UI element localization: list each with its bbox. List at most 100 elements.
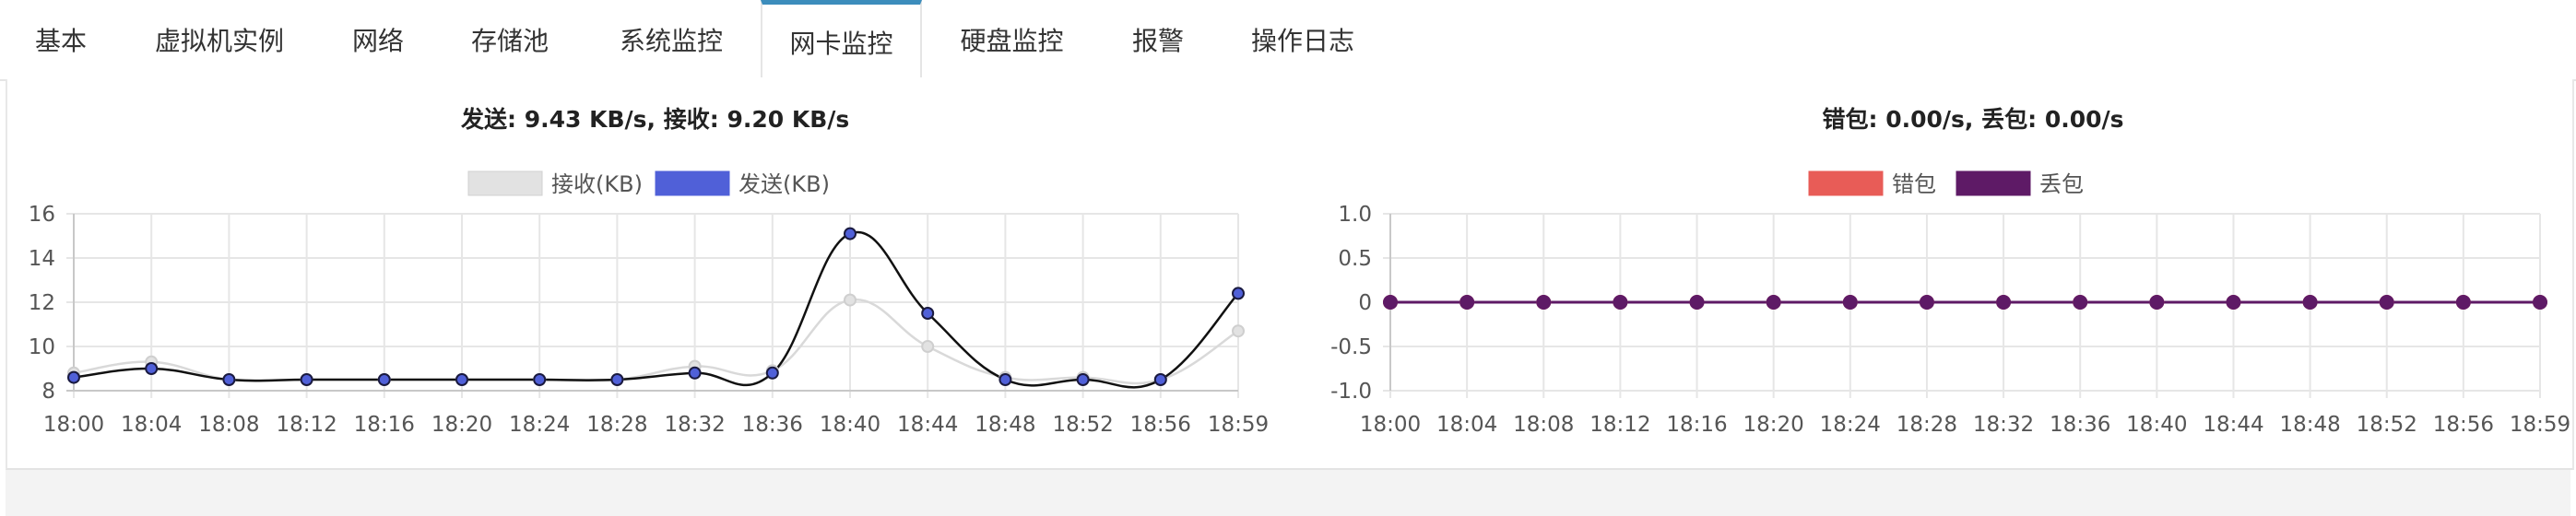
- y-tick-label: 14: [29, 247, 55, 271]
- tab-operation-log[interactable]: 操作日志: [1250, 26, 1354, 56]
- tab-alarm[interactable]: 报警: [1131, 26, 1184, 56]
- data-point: [1996, 295, 2012, 310]
- data-point: [1153, 373, 1167, 386]
- data-point: [2073, 295, 2088, 310]
- separator: ,: [1964, 106, 1974, 133]
- tab-network[interactable]: 网络: [351, 26, 404, 56]
- data-point: [765, 366, 779, 380]
- x-tick-label: 18:16: [354, 413, 415, 437]
- data-point: [2379, 295, 2394, 310]
- x-tick-label: 18:16: [1666, 413, 1727, 437]
- tab-disk-monitor[interactable]: 硬盘监控: [960, 26, 1064, 56]
- drop-label: 丢包:: [1981, 106, 2038, 133]
- data-point: [1383, 295, 1398, 310]
- y-tick-label: 0.5: [1338, 247, 1372, 271]
- data-point: [1232, 287, 1245, 300]
- tab-system-monitor[interactable]: 系统监控: [619, 26, 723, 56]
- data-point: [1689, 295, 1705, 310]
- data-point: [67, 370, 80, 384]
- tab-storage-pool[interactable]: 存储池: [470, 26, 549, 56]
- data-point: [844, 293, 857, 307]
- x-tick-label: 18:28: [1897, 413, 1957, 437]
- x-tick-label: 18:08: [198, 413, 259, 437]
- separator: ,: [646, 106, 656, 133]
- nic-monitor-panel: [6, 79, 2574, 470]
- x-tick-label: 18:40: [2126, 413, 2187, 437]
- x-tick-label: 18:08: [1513, 413, 1574, 437]
- drop-value: 0.00/s: [2044, 106, 2124, 133]
- x-tick-label: 18:28: [586, 413, 647, 437]
- y-tick-label: 10: [29, 335, 55, 359]
- x-tick-label: 18:36: [742, 413, 803, 437]
- legend-swatch: [1956, 170, 2031, 196]
- x-tick-label: 18:20: [431, 413, 492, 437]
- tab-vm-instances[interactable]: 虚拟机实例: [154, 26, 284, 56]
- recv-value: 9.20 KB/s: [727, 106, 850, 133]
- data-point: [610, 373, 624, 386]
- x-tick-label: 18:12: [276, 413, 337, 437]
- send-label: 发送:: [461, 106, 516, 133]
- x-tick-label: 18:44: [897, 413, 958, 437]
- y-tick-label: 0: [1358, 291, 1372, 315]
- x-tick-label: 18:12: [1589, 413, 1650, 437]
- data-point: [2455, 295, 2471, 310]
- x-tick-label: 18:32: [1973, 413, 2034, 437]
- data-point: [688, 366, 702, 380]
- legend-label: 丢包: [2039, 171, 2084, 197]
- legend-label: 发送(KB): [739, 171, 830, 197]
- y-tick-label: 12: [29, 291, 55, 315]
- data-point: [1536, 295, 1552, 310]
- x-tick-label: 18:52: [1052, 413, 1113, 437]
- legend-label: 接收(KB): [551, 171, 643, 197]
- data-point: [844, 227, 857, 240]
- y-tick-label: 16: [29, 203, 55, 227]
- x-tick-label: 18:48: [975, 413, 1035, 437]
- tab-nic-monitor[interactable]: 网卡监控: [761, 0, 922, 77]
- data-point: [145, 362, 159, 375]
- tab-bar: 基本 虚拟机实例 网络 存储池 系统监控 网卡监控 硬盘监控 报警 操作日志: [0, 0, 2576, 81]
- x-tick-label: 18:24: [509, 413, 570, 437]
- error-chart: 18:00 18:04 18:08 18:12 18:16 18:20 18:24 18:28…: [1330, 170, 2570, 437]
- data-point: [1613, 295, 1628, 310]
- data-point: [2302, 295, 2318, 310]
- traffic-chart: 18:00 18:04 18:08 18:12 18:16 18:20 18:24 18:28…: [29, 170, 1269, 437]
- data-point: [222, 373, 236, 386]
- y-tick-label: 1.0: [1338, 203, 1372, 227]
- error-value: 0.00/s: [1885, 106, 1965, 133]
- data-point: [1766, 295, 1781, 310]
- x-tick-label: 18:20: [1743, 413, 1804, 437]
- x-tick-label: 18:32: [664, 413, 725, 437]
- x-tick-label: 18:36: [2050, 413, 2110, 437]
- data-point: [921, 340, 935, 353]
- x-tick-label: 18:00: [1360, 413, 1421, 437]
- data-point: [455, 373, 468, 386]
- data-point: [300, 373, 313, 386]
- x-tick-label: 18:00: [43, 413, 104, 437]
- data-point: [998, 373, 1012, 386]
- x-tick-label: 18:04: [121, 413, 182, 437]
- x-tick-label: 18:52: [2357, 413, 2417, 437]
- recv-label: 接收:: [663, 106, 719, 133]
- y-tick-label: -1.0: [1330, 380, 1372, 404]
- series-line: [73, 230, 1239, 389]
- x-tick-label: 18:48: [2279, 413, 2340, 437]
- error-label: 错包:: [1822, 106, 1878, 133]
- tab-basic[interactable]: 基本: [34, 26, 87, 56]
- legend-swatch: [467, 170, 543, 196]
- legend-swatch: [1808, 170, 1884, 196]
- error-summary: 错包: 0.00/s, 丢包: 0.00/s: [1789, 101, 2157, 135]
- panel-footer: [6, 470, 2570, 516]
- x-tick-label: 18:24: [1820, 413, 1881, 437]
- series-line: [73, 298, 1239, 385]
- x-tick-label: 18:56: [2433, 413, 2494, 437]
- legend-label: 错包: [1892, 171, 1936, 197]
- x-tick-label: 18:04: [1436, 413, 1497, 437]
- data-point: [1459, 295, 1475, 310]
- x-tick-label: 18:56: [1130, 413, 1191, 437]
- data-point: [1076, 373, 1090, 386]
- data-point: [377, 373, 391, 386]
- data-point: [1232, 324, 1245, 338]
- x-tick-label: 18:59: [1208, 413, 1269, 437]
- data-point: [533, 373, 547, 386]
